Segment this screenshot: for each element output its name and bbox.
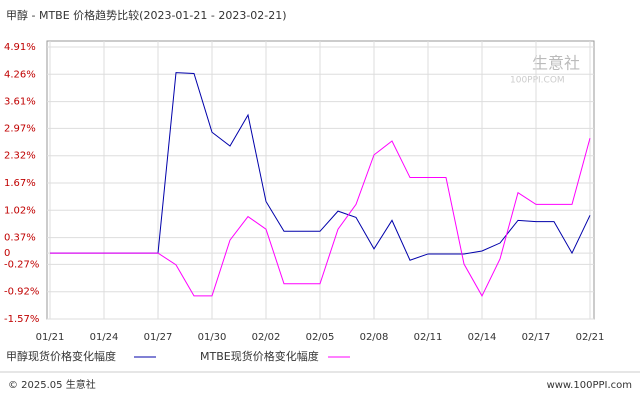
watermark: 生意社 (532, 54, 580, 73)
series-line (50, 137, 591, 297)
x-tick-label: 02/08 (360, 332, 389, 343)
y-tick-label: 2.97% (4, 123, 36, 134)
footer-left: © 2025.05 生意社 (8, 378, 96, 391)
x-tick-label: 02/21 (576, 332, 605, 343)
y-tick-label: 1.02% (4, 205, 36, 216)
y-tick-label: 4.91% (4, 42, 36, 53)
watermark-sub: 100PPI.COM (510, 76, 565, 86)
y-tick-label: 0 (4, 248, 10, 259)
x-tick-label: 02/11 (414, 332, 443, 343)
chart-title: 甲醇 - MTBE 价格趋势比较(2023-01-21 - 2023-02-21… (6, 8, 287, 22)
x-tick-label: 02/17 (522, 332, 551, 343)
y-tick-label: 4.26% (4, 69, 36, 80)
legend-label: 甲醇现货价格变化幅度 (6, 349, 116, 363)
y-tick-label: 1.67% (4, 178, 36, 189)
y-tick-label: -0.92% (4, 287, 39, 298)
x-tick-label: 01/24 (90, 332, 119, 343)
x-tick-label: 02/05 (306, 332, 335, 343)
y-tick-label: -0.27% (4, 259, 39, 270)
y-tick-label: 0.37% (4, 233, 36, 244)
y-tick-label: 3.61% (4, 97, 36, 108)
x-tick-label: 01/21 (36, 332, 65, 343)
footer-right: www.100PPI.com (547, 380, 632, 391)
x-tick-label: 02/14 (468, 332, 497, 343)
x-tick-label: 01/30 (198, 332, 227, 343)
x-tick-label: 02/02 (252, 332, 281, 343)
y-tick-label: 2.32% (4, 151, 36, 162)
legend-label: MTBE现货价格变化幅度 (200, 349, 319, 363)
y-tick-label: -1.57% (4, 314, 39, 325)
x-tick-label: 01/27 (144, 332, 173, 343)
